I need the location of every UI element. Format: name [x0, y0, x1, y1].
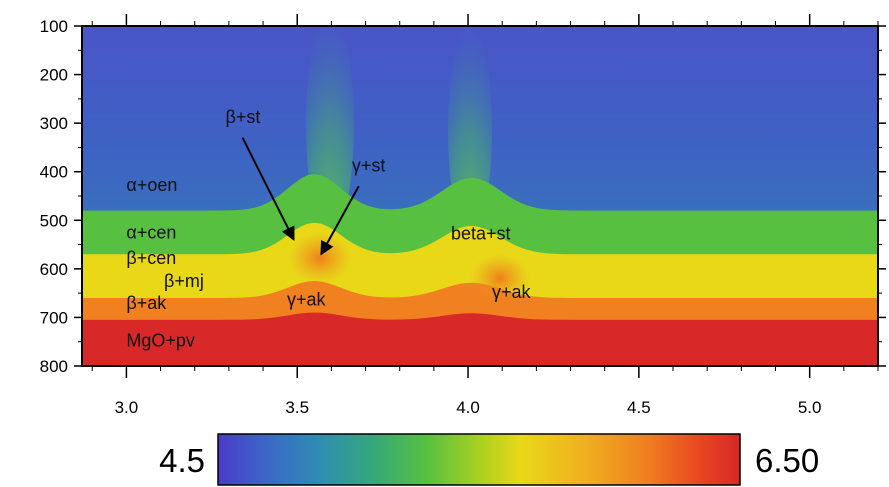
y-tick-label: 400 [40, 163, 68, 182]
colorbar-gradient [217, 433, 741, 486]
annotation-arrow [241, 137, 295, 241]
phase-label: α+cen [126, 222, 176, 242]
hot-spot-left [288, 232, 352, 284]
phase-label: β+ak [126, 293, 167, 313]
y-tick-label: 500 [40, 211, 68, 230]
x-tick-label: 5.0 [798, 398, 822, 417]
hot-spot-right [470, 254, 530, 302]
phase-label: γ+ak [492, 282, 532, 302]
phase-label: β+cen [126, 248, 176, 268]
y-tick-label: 700 [40, 308, 68, 327]
annotations-layer: α+oen α+cen β+cen β+mjβ+ak MgO+pv γ+ak γ+ak bet… [126, 107, 531, 350]
x-tick-label: 3.0 [115, 398, 139, 417]
phase-label: MgO+pv [126, 331, 195, 351]
arrow-annotation-label: β+st [225, 107, 260, 127]
phase-label: α+oen [126, 175, 177, 195]
colorbar-max-label: 6.50 [755, 442, 819, 479]
y-tick-label: 300 [40, 114, 68, 133]
arrow-annotation-label: γ+st [352, 156, 386, 176]
y-tick-label: 200 [40, 66, 68, 85]
axes-layer: 100 200 300 400 500 600 700 800 3.0 3.5 4.0 4.5 5.0 [40, 14, 886, 417]
phase-label: β+mj [164, 271, 204, 291]
phase-label: beta+st [451, 224, 511, 244]
x-tick-label: 4.0 [456, 398, 480, 417]
y-tick-label: 800 [40, 357, 68, 376]
phase-band-4 [82, 312, 878, 366]
annotation-arrow [320, 185, 360, 256]
colorbar: 4.5 6.50 [159, 433, 819, 486]
x-tick-label: 4.5 [627, 398, 651, 417]
phase-label: γ+ak [287, 289, 327, 309]
y-tick-label: 600 [40, 260, 68, 279]
colorbar-min-label: 4.5 [159, 442, 205, 479]
x-tick-label: 3.5 [285, 398, 309, 417]
y-tick-label: 100 [40, 17, 68, 36]
plot-area [82, 26, 878, 366]
